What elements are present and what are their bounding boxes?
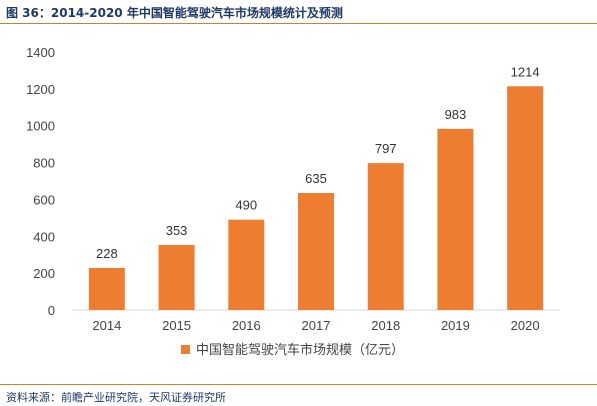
y-tick-label: 1400: [26, 45, 55, 60]
data-label: 1214: [511, 64, 540, 79]
data-label: 353: [166, 223, 188, 238]
y-tick-label: 600: [33, 192, 55, 207]
source-note: 资料来源：前瞻产业研究院，天风证券研究所: [6, 391, 226, 404]
bar: [437, 128, 474, 310]
legend-swatch: [181, 345, 190, 354]
data-label: 635: [305, 171, 327, 186]
x-tick-label: 2018: [371, 318, 400, 333]
data-label: 490: [235, 198, 257, 213]
legend: 中国智能驾驶汽车市场规模（亿元）: [181, 342, 404, 358]
x-tick-label: 2015: [162, 318, 191, 333]
figure-title: 图 36：2014-2020 年中国智能驾驶汽车市场规模统计及预测: [6, 6, 343, 20]
x-tick-label: 2017: [302, 318, 331, 333]
top-divider: [0, 23, 597, 24]
x-tick-label: 2020: [511, 318, 540, 333]
data-label: 983: [445, 107, 467, 122]
bar: [367, 163, 404, 310]
y-tick-label: 400: [33, 229, 55, 244]
bar: [158, 244, 195, 310]
y-tick-label: 200: [33, 266, 55, 281]
bar: [88, 267, 125, 310]
x-tick-label: 2019: [441, 318, 470, 333]
axis-layer: 0 200 400 600 800 1000 1200 1400 2014 2015 2016 201…: [26, 45, 560, 333]
bottom-divider: [0, 384, 597, 385]
x-tick-label: 2016: [232, 318, 261, 333]
y-tick-label: 0: [48, 303, 55, 318]
bar: [507, 86, 544, 310]
bar: [298, 192, 334, 310]
y-tick-label: 1200: [26, 82, 55, 97]
data-label: 228: [96, 246, 118, 261]
y-tick-label: 800: [33, 156, 55, 171]
x-tick-label: 2014: [92, 318, 121, 333]
legend-label: 中国智能驾驶汽车市场规模（亿元）: [196, 342, 404, 358]
labels-layer: 228 353 490 635 797 983 1214: [96, 64, 540, 261]
y-tick-label: 1000: [26, 119, 55, 134]
bar: [228, 219, 265, 310]
bars-layer: [88, 86, 544, 310]
data-label: 797: [375, 141, 397, 156]
